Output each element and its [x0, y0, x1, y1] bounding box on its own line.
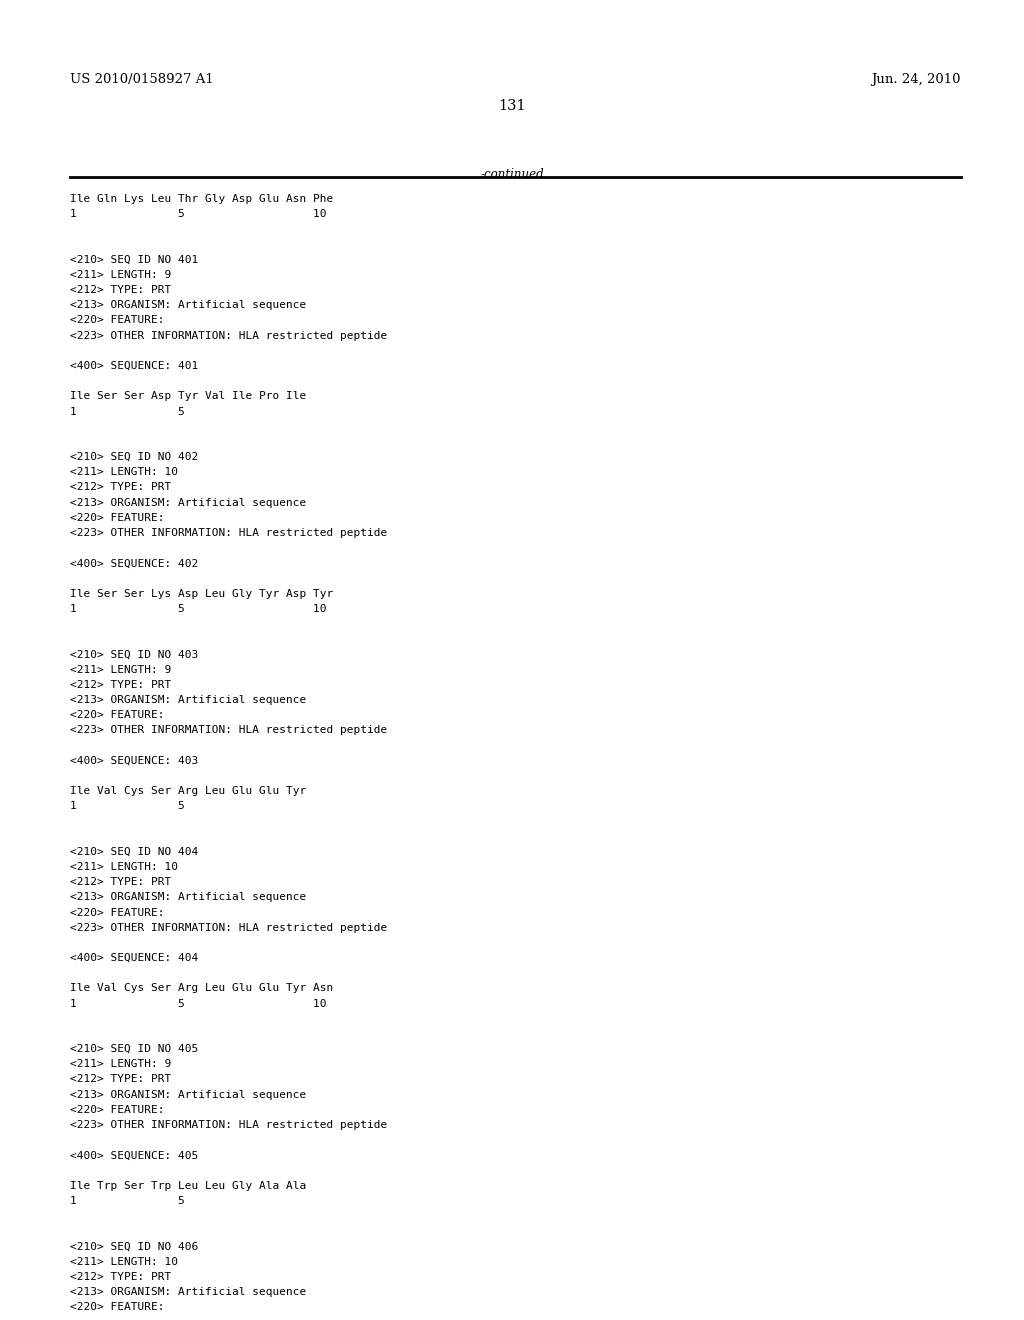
- Text: <220> FEATURE:: <220> FEATURE:: [70, 315, 164, 326]
- Text: Ile Gln Lys Leu Thr Gly Asp Glu Asn Phe: Ile Gln Lys Leu Thr Gly Asp Glu Asn Phe: [70, 194, 333, 205]
- Text: <212> TYPE: PRT: <212> TYPE: PRT: [70, 876, 171, 887]
- Text: <211> LENGTH: 10: <211> LENGTH: 10: [70, 1257, 177, 1267]
- Text: 1               5: 1 5: [70, 801, 184, 812]
- Text: <213> ORGANISM: Artificial sequence: <213> ORGANISM: Artificial sequence: [70, 1090, 306, 1100]
- Text: <223> OTHER INFORMATION: HLA restricted peptide: <223> OTHER INFORMATION: HLA restricted …: [70, 331, 387, 341]
- Text: <211> LENGTH: 9: <211> LENGTH: 9: [70, 1059, 171, 1069]
- Text: <210> SEQ ID NO 405: <210> SEQ ID NO 405: [70, 1044, 198, 1055]
- Text: <213> ORGANISM: Artificial sequence: <213> ORGANISM: Artificial sequence: [70, 1287, 306, 1298]
- Text: <212> TYPE: PRT: <212> TYPE: PRT: [70, 483, 171, 492]
- Text: <213> ORGANISM: Artificial sequence: <213> ORGANISM: Artificial sequence: [70, 892, 306, 903]
- Text: Ile Val Cys Ser Arg Leu Glu Glu Tyr: Ile Val Cys Ser Arg Leu Glu Glu Tyr: [70, 787, 306, 796]
- Text: <211> LENGTH: 10: <211> LENGTH: 10: [70, 862, 177, 873]
- Text: <400> SEQUENCE: 402: <400> SEQUENCE: 402: [70, 558, 198, 569]
- Text: <212> TYPE: PRT: <212> TYPE: PRT: [70, 1272, 171, 1282]
- Text: 1               5: 1 5: [70, 407, 184, 417]
- Text: <211> LENGTH: 9: <211> LENGTH: 9: [70, 665, 171, 675]
- Text: <400> SEQUENCE: 404: <400> SEQUENCE: 404: [70, 953, 198, 964]
- Text: -continued: -continued: [480, 168, 544, 181]
- Text: 1               5                   10: 1 5 10: [70, 209, 326, 219]
- Text: 131: 131: [499, 99, 525, 114]
- Text: <223> OTHER INFORMATION: HLA restricted peptide: <223> OTHER INFORMATION: HLA restricted …: [70, 726, 387, 735]
- Text: US 2010/0158927 A1: US 2010/0158927 A1: [70, 73, 213, 86]
- Text: <213> ORGANISM: Artificial sequence: <213> ORGANISM: Artificial sequence: [70, 301, 306, 310]
- Text: Ile Trp Ser Trp Leu Leu Gly Ala Ala: Ile Trp Ser Trp Leu Leu Gly Ala Ala: [70, 1180, 306, 1191]
- Text: <220> FEATURE:: <220> FEATURE:: [70, 710, 164, 721]
- Text: <210> SEQ ID NO 401: <210> SEQ ID NO 401: [70, 255, 198, 265]
- Text: <400> SEQUENCE: 401: <400> SEQUENCE: 401: [70, 362, 198, 371]
- Text: <220> FEATURE:: <220> FEATURE:: [70, 1302, 164, 1312]
- Text: <220> FEATURE:: <220> FEATURE:: [70, 513, 164, 523]
- Text: <212> TYPE: PRT: <212> TYPE: PRT: [70, 1074, 171, 1085]
- Text: <223> OTHER INFORMATION: HLA restricted peptide: <223> OTHER INFORMATION: HLA restricted …: [70, 528, 387, 539]
- Text: Ile Val Cys Ser Arg Leu Glu Glu Tyr Asn: Ile Val Cys Ser Arg Leu Glu Glu Tyr Asn: [70, 983, 333, 994]
- Text: <210> SEQ ID NO 406: <210> SEQ ID NO 406: [70, 1241, 198, 1251]
- Text: <210> SEQ ID NO 404: <210> SEQ ID NO 404: [70, 847, 198, 857]
- Text: <213> ORGANISM: Artificial sequence: <213> ORGANISM: Artificial sequence: [70, 694, 306, 705]
- Text: <400> SEQUENCE: 405: <400> SEQUENCE: 405: [70, 1151, 198, 1160]
- Text: 1               5                   10: 1 5 10: [70, 605, 326, 614]
- Text: <212> TYPE: PRT: <212> TYPE: PRT: [70, 285, 171, 296]
- Text: Ile Ser Ser Asp Tyr Val Ile Pro Ile: Ile Ser Ser Asp Tyr Val Ile Pro Ile: [70, 391, 306, 401]
- Text: Ile Ser Ser Lys Asp Leu Gly Tyr Asp Tyr: Ile Ser Ser Lys Asp Leu Gly Tyr Asp Tyr: [70, 589, 333, 599]
- Text: <211> LENGTH: 9: <211> LENGTH: 9: [70, 271, 171, 280]
- Text: <212> TYPE: PRT: <212> TYPE: PRT: [70, 680, 171, 690]
- Text: 1               5: 1 5: [70, 1196, 184, 1206]
- Text: <210> SEQ ID NO 402: <210> SEQ ID NO 402: [70, 451, 198, 462]
- Text: <400> SEQUENCE: 403: <400> SEQUENCE: 403: [70, 755, 198, 766]
- Text: <213> ORGANISM: Artificial sequence: <213> ORGANISM: Artificial sequence: [70, 498, 306, 508]
- Text: <210> SEQ ID NO 403: <210> SEQ ID NO 403: [70, 649, 198, 660]
- Text: <223> OTHER INFORMATION: HLA restricted peptide: <223> OTHER INFORMATION: HLA restricted …: [70, 1119, 387, 1130]
- Text: <223> OTHER INFORMATION: HLA restricted peptide: <223> OTHER INFORMATION: HLA restricted …: [70, 923, 387, 933]
- Text: <211> LENGTH: 10: <211> LENGTH: 10: [70, 467, 177, 478]
- Text: <220> FEATURE:: <220> FEATURE:: [70, 908, 164, 917]
- Text: Jun. 24, 2010: Jun. 24, 2010: [871, 73, 961, 86]
- Text: <220> FEATURE:: <220> FEATURE:: [70, 1105, 164, 1115]
- Text: 1               5                   10: 1 5 10: [70, 999, 326, 1008]
